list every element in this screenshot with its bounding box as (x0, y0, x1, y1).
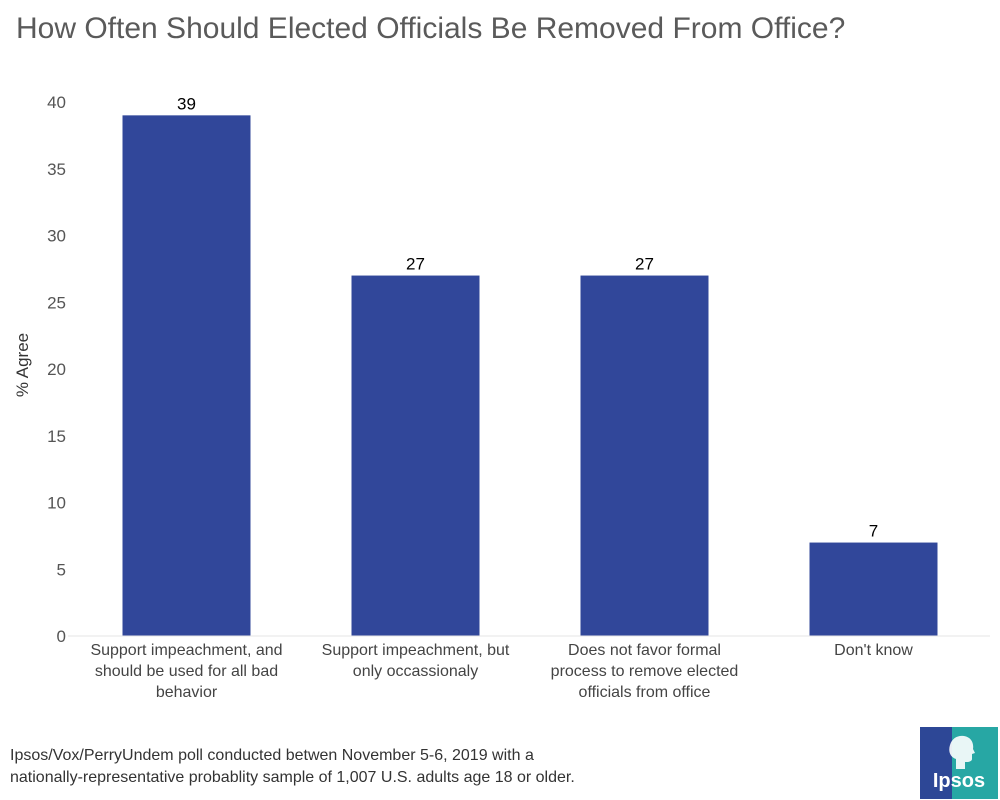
y-tick-label: 30 (47, 227, 66, 246)
footnote: Ipsos/Vox/PerryUndem poll conducted betw… (10, 745, 770, 789)
y-axis-title: % Agree (13, 332, 32, 398)
x-tick-label-line: Support impeachment, and (90, 642, 283, 659)
footnote-line-2: nationally-representative probablity sam… (10, 769, 575, 786)
y-tick-label: 10 (47, 494, 66, 513)
bar-value-labels: 39 27 27 7 (177, 94, 878, 540)
bar (122, 115, 251, 637)
bar (351, 275, 480, 636)
y-tick-label: 40 (47, 93, 66, 112)
bar-value-label: 27 (406, 255, 425, 274)
x-tick-label-line: should be used for all bad (94, 663, 279, 680)
chart-title: How Often Should Elected Officials Be Re… (16, 12, 846, 45)
bar-value-label: 7 (869, 522, 878, 541)
y-axis: 0 5 10 15 20 25 30 35 40 (47, 93, 66, 646)
logo-text: Ipsos (932, 770, 986, 792)
y-tick-label: 0 (57, 627, 66, 646)
x-tick-label-line: officials from office (578, 684, 711, 701)
x-tick-label: Does not favor formal process to remove e… (535, 640, 755, 703)
x-tick-label: Support impeachment, but only occassional… (306, 640, 526, 682)
bar (580, 275, 709, 636)
x-tick-label: Support impeachment, and should be used f… (77, 640, 297, 703)
bar-value-label: 27 (635, 255, 654, 274)
x-tick-label-line: process to remove elected (550, 663, 739, 680)
x-tick-label-line: only occassionaly (352, 663, 479, 680)
x-tick-label-line: Don't know (834, 642, 913, 659)
bar (809, 542, 938, 636)
x-tick-label-line: Support impeachment, but (321, 642, 510, 659)
x-tick-label: Don't know (764, 640, 984, 661)
x-tick-label-line: Does not favor formal (568, 642, 721, 659)
y-tick-label: 5 (57, 560, 66, 579)
footnote-line-1: Ipsos/Vox/PerryUndem poll conducted betw… (10, 747, 534, 764)
bars (122, 115, 938, 637)
logo-head-icon (949, 735, 975, 769)
ipsos-logo: Ipsos (920, 727, 998, 799)
y-tick-label: 25 (47, 293, 66, 312)
bar-value-label: 39 (177, 94, 196, 113)
y-tick-label: 20 (47, 360, 66, 379)
y-tick-label: 35 (47, 160, 66, 179)
x-tick-label-line: behavior (155, 684, 218, 701)
y-tick-label: 15 (47, 427, 66, 446)
